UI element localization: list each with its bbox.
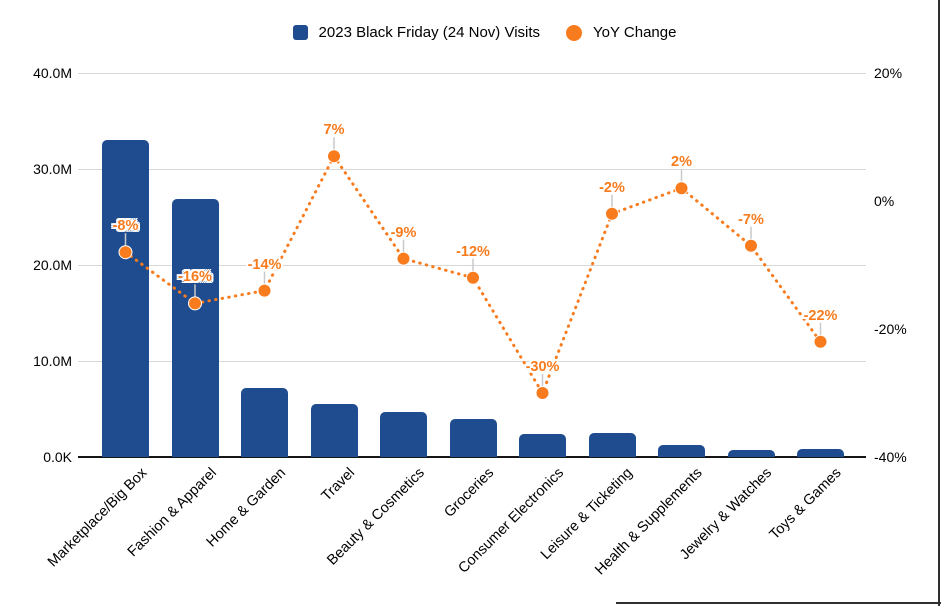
window-edge-right — [938, 0, 940, 606]
right-axis-tick-label: -40% — [874, 449, 907, 465]
bar-consumer-electronics — [519, 433, 566, 457]
gridline — [78, 265, 866, 266]
bar-marketplace-big-box — [102, 140, 149, 457]
yoy-marker — [674, 181, 689, 196]
bar-travel — [310, 404, 358, 457]
right-axis-tick-label: 0% — [874, 193, 895, 209]
yoy-marker — [257, 283, 272, 298]
legend-item-yoy-change[interactable]: YoY Change — [566, 24, 676, 41]
left-axis-tick-label: 30.0M — [33, 161, 72, 177]
bar-fashion-apparel — [171, 198, 219, 457]
yoy-marker — [118, 245, 133, 260]
right-axis-tick-label: -20% — [874, 321, 907, 337]
left-axis-tick-label: 40.0M — [33, 65, 72, 81]
yoy-marker — [327, 149, 341, 164]
yoy-marker — [466, 270, 480, 285]
yoy-value-label: 7% — [323, 122, 345, 139]
chart-legend: 2023 Black Friday (24 Nov) Visits YoY Ch… — [14, 24, 941, 41]
bar-toys-games — [797, 449, 844, 457]
yoy-marker — [813, 334, 828, 349]
gridline — [78, 361, 866, 362]
window-edge-bottom — [616, 602, 941, 604]
bar-beauty-cosmetics — [380, 411, 427, 457]
yoy-value-label: -9% — [390, 224, 417, 241]
gridline — [78, 169, 866, 170]
bar-home-garden — [241, 387, 288, 457]
yoy-value-label: -2% — [599, 179, 625, 196]
yoy-value-label: -8% — [112, 218, 139, 235]
yoy-marker — [605, 206, 619, 221]
yoy-value-label: -30% — [525, 359, 560, 375]
left-axis-tick-label: 10.0M — [33, 353, 72, 369]
yoy-value-label: -14% — [247, 256, 282, 273]
legend-label-yoy-change: YoY Change — [593, 24, 677, 41]
x-axis-line — [78, 456, 866, 458]
yoy-value-label: -16% — [178, 269, 212, 286]
bar-groceries — [449, 418, 497, 457]
yoy-marker — [535, 386, 550, 400]
yoy-value-label: -22% — [803, 307, 838, 324]
yoy-marker — [188, 296, 202, 311]
yoy-value-label: -7% — [738, 211, 764, 228]
left-axis-tick-label: 20.0M — [33, 257, 72, 273]
yoy-marker — [744, 238, 758, 253]
yoy-marker — [396, 251, 411, 266]
left-axis-tick-label: 0.0K — [43, 449, 72, 465]
bar-leisure-ticketing — [588, 433, 636, 457]
legend-label-visits: 2023 Black Friday (24 Nov) Visits — [318, 24, 541, 41]
bar-health-supplements — [658, 445, 705, 457]
line-series-swatch-icon — [566, 24, 583, 41]
gridline — [78, 73, 866, 74]
bar-series-swatch-icon — [292, 25, 308, 40]
legend-item-visits[interactable]: 2023 Black Friday (24 Nov) Visits — [292, 24, 541, 41]
yoy-value-label: -12% — [456, 243, 490, 260]
bar-jewelry-watches — [727, 450, 775, 457]
right-axis-tick-label: 20% — [874, 65, 903, 81]
yoy-value-label: 2% — [671, 154, 692, 171]
